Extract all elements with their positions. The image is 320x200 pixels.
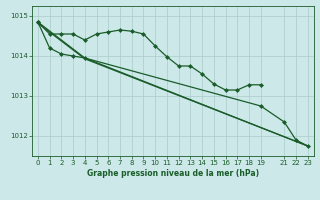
X-axis label: Graphe pression niveau de la mer (hPa): Graphe pression niveau de la mer (hPa) xyxy=(87,169,259,178)
